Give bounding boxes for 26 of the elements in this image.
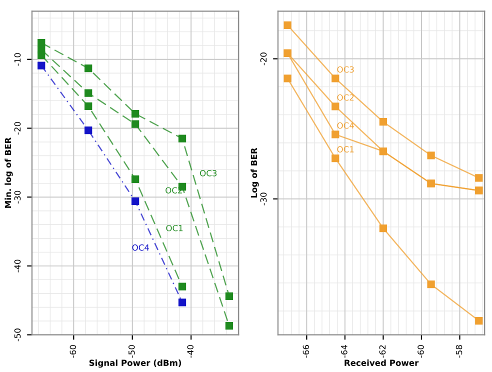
y-tick-label: -20 bbox=[260, 52, 267, 66]
x-tick-label: -40 bbox=[187, 345, 194, 358]
x-tick-label: -58 bbox=[456, 345, 462, 358]
series-label: OC4 bbox=[132, 244, 150, 251]
y-tick-label: -50 bbox=[14, 328, 21, 342]
x-tick-label: -66 bbox=[302, 345, 310, 358]
y-axis-title: Log of BER bbox=[250, 148, 259, 198]
y-tick-label: -10 bbox=[14, 53, 21, 66]
y-axis-title: Min. log of BER bbox=[4, 137, 13, 208]
y-tick-label: -30 bbox=[14, 190, 21, 204]
series-label: OC2 bbox=[337, 94, 354, 101]
x-tick-label: -62 bbox=[379, 345, 386, 358]
series-label: OC3 bbox=[200, 170, 217, 176]
x-tick-label: -60 bbox=[418, 345, 424, 358]
y-tick-label: -40 bbox=[14, 260, 21, 272]
series-label: OC4 bbox=[337, 122, 354, 129]
x-axis-title: Signal Power (dBm) bbox=[89, 360, 182, 368]
y-tick-label: -20 bbox=[14, 122, 21, 135]
series-label: OC3 bbox=[337, 66, 354, 73]
y-tick-label: -30 bbox=[260, 192, 267, 206]
x-axis-title: Received Power bbox=[344, 360, 419, 366]
x-tick-label: -64 bbox=[341, 344, 348, 358]
series-label: OC1 bbox=[337, 146, 354, 152]
x-tick-label: -50 bbox=[128, 345, 135, 358]
series-label: OC1 bbox=[166, 224, 183, 232]
x-tick-label: -60 bbox=[70, 345, 76, 358]
